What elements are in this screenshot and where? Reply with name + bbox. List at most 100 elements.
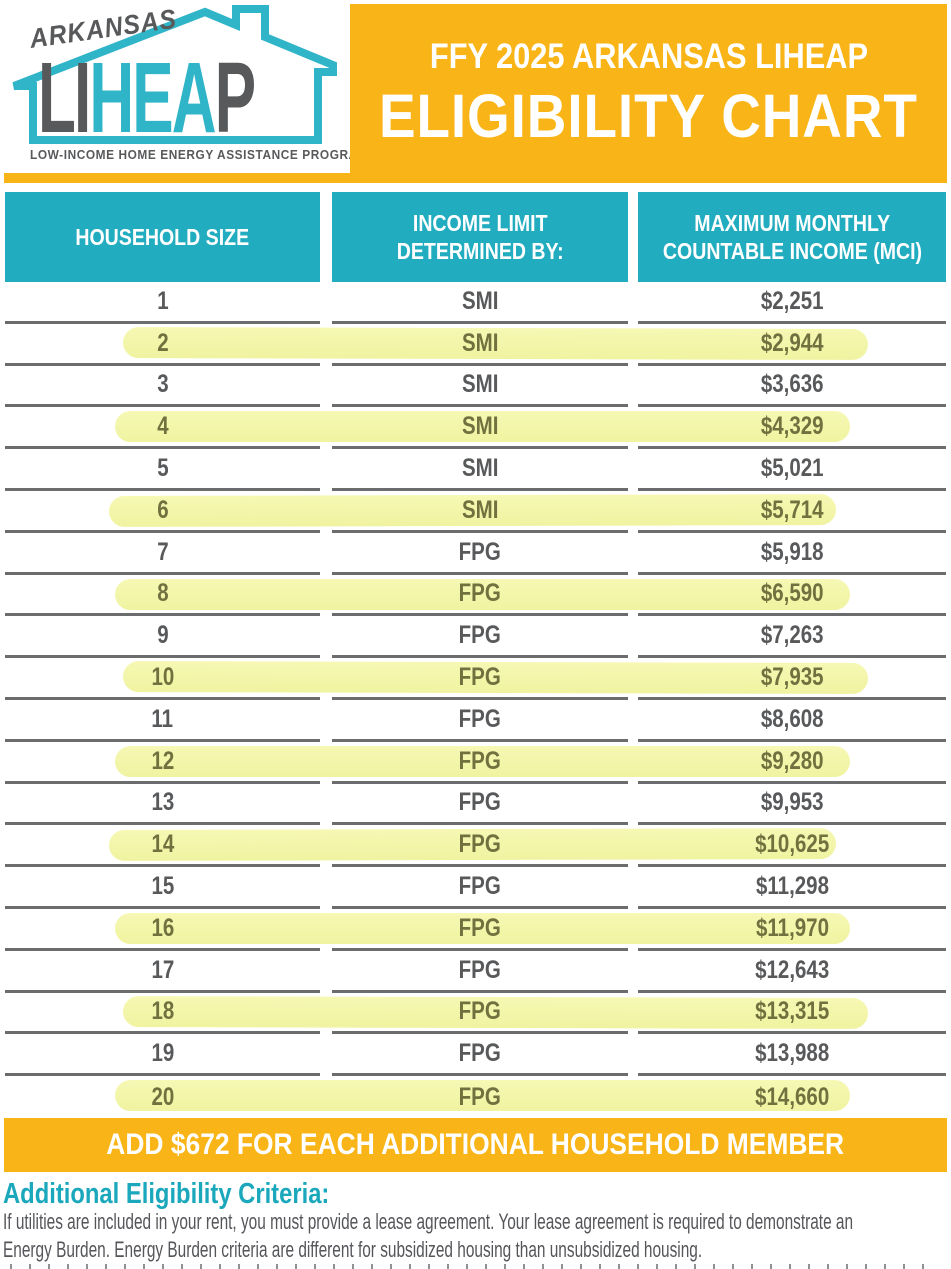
household-size-cell: 10	[5, 658, 320, 700]
income-limit-basis-cell: FPG	[332, 951, 628, 993]
table-row: 10 FPG $7,935	[5, 658, 946, 700]
income-limit-basis-value: FPG	[458, 955, 502, 984]
household-size-value: 1	[156, 286, 169, 315]
mci-value: $2,944	[760, 328, 824, 357]
mci-cell: $7,935	[638, 658, 946, 700]
household-size-value: 10	[151, 663, 174, 692]
income-limit-basis-cell: SMI	[332, 366, 628, 408]
household-size-cell: 9	[5, 616, 320, 659]
income-limit-basis-cell: FPG	[332, 1034, 628, 1077]
mci-value: $13,315	[754, 997, 830, 1026]
column-header-income-limit: INCOME LIMIT DETERMINED BY:	[332, 192, 628, 282]
income-limit-basis-cell: FPG	[332, 700, 628, 742]
household-size-value: 16	[151, 913, 174, 942]
household-size-value: 15	[151, 872, 174, 901]
mci-value: $9,953	[760, 788, 824, 817]
mci-value: $4,329	[760, 412, 824, 441]
mci-value: $11,298	[755, 872, 829, 901]
additional-member-banner-text: ADD $672 FOR EACH ADDITIONAL HOUSEHOLD M…	[106, 1128, 845, 1161]
mci-cell: $8,608	[638, 700, 946, 742]
mci-cell: $11,298	[638, 867, 946, 909]
mci-cell: $11,970	[638, 909, 946, 951]
column-header-text: DETERMINED BY:	[396, 238, 564, 264]
household-size-cell: 19	[5, 1034, 320, 1077]
household-size-value: 13	[151, 788, 174, 817]
table-row: 17 FPG $12,643	[5, 951, 946, 993]
mci-cell: $5,714	[638, 491, 946, 533]
income-limit-basis-value: FPG	[458, 579, 502, 608]
household-size-cell: 15	[5, 867, 320, 909]
table-row: 15 FPG $11,298	[5, 867, 946, 909]
mci-cell: $4,329	[638, 407, 946, 450]
mci-value: $5,021	[760, 454, 824, 483]
column-header-text: INCOME LIMIT	[412, 210, 548, 236]
mci-cell: $13,988	[638, 1034, 946, 1077]
income-limit-basis-value: FPG	[458, 872, 502, 901]
income-limit-basis-cell: FPG	[332, 616, 628, 659]
income-limit-basis-value: FPG	[458, 913, 502, 942]
logo-wordmark-hea: HEA	[89, 42, 216, 154]
additional-criteria-body: If utilities are included in your rent, …	[3, 1208, 951, 1264]
mci-cell: $14,660	[638, 1076, 946, 1118]
household-size-value: 11	[151, 704, 174, 733]
income-limit-basis-value: FPG	[458, 788, 502, 817]
table-row: 13 FPG $9,953	[5, 784, 946, 826]
household-size-value: 8	[156, 579, 169, 608]
household-size-cell: 6	[5, 491, 320, 533]
household-size-cell: 20	[5, 1076, 320, 1118]
household-size-value: 7	[156, 537, 169, 566]
household-size-cell: 7	[5, 533, 320, 575]
table-row: 6 SMI $5,714	[5, 491, 946, 533]
income-limit-basis-value: FPG	[458, 621, 502, 650]
income-limit-basis-value: FPG	[458, 746, 502, 775]
mci-cell: $3,636	[638, 366, 946, 408]
household-size-value: 18	[151, 997, 174, 1026]
mci-cell: $6,590	[638, 575, 946, 617]
mci-cell: $7,263	[638, 616, 946, 659]
income-limit-basis-value: FPG	[458, 537, 502, 566]
mci-cell: $5,021	[638, 449, 946, 491]
column-header-household-size: HOUSEHOLD SIZE	[5, 192, 320, 282]
mci-value: $9,280	[760, 746, 824, 775]
mci-value: $10,625	[754, 830, 830, 859]
household-size-cell: 12	[5, 742, 320, 784]
household-size-cell: 3	[5, 366, 320, 408]
income-limit-basis-cell: FPG	[332, 784, 628, 826]
mci-value: $12,643	[754, 955, 830, 984]
house-outline-icon	[12, 5, 337, 144]
logo-wordmark: LIHEAP	[38, 48, 256, 148]
table-row: 16 FPG $11,970	[5, 909, 946, 951]
criteria-body-line1: If utilities are included in your rent, …	[3, 1209, 854, 1234]
income-limit-basis-cell: FPG	[332, 533, 628, 575]
household-size-cell: 17	[5, 951, 320, 993]
household-size-value: 12	[151, 746, 174, 775]
mci-value: $5,918	[760, 537, 824, 566]
income-limit-basis-cell: SMI	[332, 407, 628, 450]
mci-value: $6,590	[760, 579, 824, 608]
household-size-cell: 2	[5, 324, 320, 366]
table-row: 4 SMI $4,329	[5, 407, 946, 450]
column-header-text: MAXIMUM MONTHLY	[694, 210, 890, 236]
mci-cell: $2,944	[638, 324, 946, 366]
household-size-cell: 11	[5, 700, 320, 742]
cut-off-text-line	[10, 1264, 937, 1269]
table-row: 11 FPG $8,608	[5, 700, 946, 742]
mci-cell: $13,315	[638, 993, 946, 1035]
column-header-text: HOUSEHOLD SIZE	[75, 224, 250, 250]
mci-value: $11,970	[755, 913, 829, 942]
income-limit-basis-value: FPG	[458, 1082, 502, 1111]
table-row: 18 FPG $13,315	[5, 993, 946, 1035]
criteria-body-line2: Energy Burden. Energy Burden criteria ar…	[3, 1237, 703, 1262]
income-limit-basis-cell: FPG	[332, 575, 628, 617]
table-row: 12 FPG $9,280	[5, 742, 946, 784]
household-size-cell: 4	[5, 407, 320, 450]
household-size-value: 2	[156, 328, 169, 357]
income-limit-basis-value: FPG	[458, 1039, 502, 1068]
liheap-logo: ARKANSAS LIHEAP LOW-INCOME HOME ENERGY A…	[0, 0, 368, 173]
table-row: 2 SMI $2,944	[5, 324, 946, 366]
title-line1: FFY 2025 ARKANSAS LIHEAP	[429, 36, 868, 76]
income-limit-basis-cell: SMI	[332, 324, 628, 366]
mci-value: $14,660	[754, 1082, 830, 1111]
household-size-value: 17	[151, 955, 174, 984]
